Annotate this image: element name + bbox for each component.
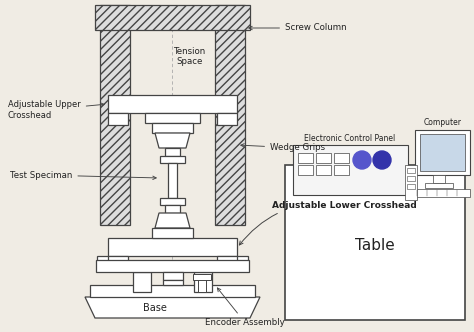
Text: Tension
Space: Tension Space: [174, 47, 206, 66]
Polygon shape: [85, 297, 260, 318]
Text: Screw Column: Screw Column: [249, 24, 346, 33]
Bar: [316, 153, 331, 163]
Circle shape: [353, 151, 371, 169]
Text: Electronic Control Panel: Electronic Control Panel: [304, 134, 396, 143]
Bar: [215, 5, 245, 225]
Text: Adjustable Upper
Crosshead: Adjustable Upper Crosshead: [8, 100, 104, 120]
Bar: [407, 184, 415, 189]
Text: Encoder Assembly: Encoder Assembly: [205, 288, 285, 327]
Bar: [193, 274, 211, 280]
Bar: [160, 156, 185, 163]
Bar: [165, 148, 180, 156]
Polygon shape: [155, 213, 190, 228]
Bar: [168, 163, 177, 198]
Bar: [217, 256, 237, 266]
Bar: [163, 272, 183, 280]
Bar: [285, 165, 465, 320]
Bar: [152, 228, 193, 238]
Bar: [96, 260, 249, 272]
Bar: [97, 256, 109, 271]
Bar: [217, 113, 237, 125]
Text: Computer: Computer: [424, 118, 462, 127]
Text: Wedge Grips: Wedge Grips: [241, 143, 325, 152]
Bar: [298, 153, 313, 163]
Bar: [415, 189, 470, 197]
Bar: [163, 280, 183, 285]
Bar: [145, 113, 200, 123]
Bar: [152, 123, 193, 133]
Bar: [160, 198, 185, 205]
Bar: [108, 113, 128, 125]
Bar: [100, 5, 130, 225]
Text: Base: Base: [143, 303, 167, 313]
Bar: [236, 256, 248, 271]
Bar: [133, 272, 151, 292]
Bar: [108, 238, 237, 256]
Bar: [334, 165, 349, 175]
Bar: [407, 168, 415, 173]
Bar: [425, 183, 453, 188]
Circle shape: [373, 151, 391, 169]
Bar: [108, 95, 237, 113]
Bar: [334, 153, 349, 163]
Text: Table: Table: [355, 237, 395, 253]
Bar: [415, 130, 470, 175]
Bar: [405, 165, 417, 200]
Bar: [298, 165, 313, 175]
Bar: [316, 165, 331, 175]
Text: Adjustable Lower Crosshead: Adjustable Lower Crosshead: [239, 201, 417, 245]
Bar: [433, 175, 445, 183]
Bar: [108, 256, 128, 266]
Bar: [293, 145, 408, 195]
Text: Test Speciman: Test Speciman: [10, 171, 156, 180]
Bar: [407, 176, 415, 181]
Bar: [165, 205, 180, 213]
Polygon shape: [155, 133, 190, 148]
Bar: [198, 274, 206, 292]
Bar: [194, 272, 212, 292]
Bar: [90, 285, 255, 297]
Bar: [420, 134, 465, 171]
Bar: [95, 5, 250, 30]
